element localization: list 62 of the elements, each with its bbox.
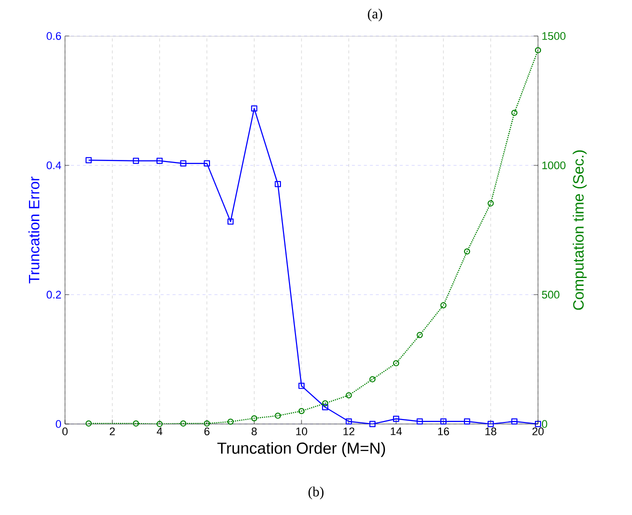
point — [322, 404, 328, 410]
point — [274, 412, 281, 419]
point — [156, 420, 163, 428]
point — [511, 110, 518, 116]
point — [86, 420, 92, 427]
point — [86, 157, 92, 164]
point — [369, 376, 376, 382]
point — [534, 420, 542, 428]
point — [322, 400, 328, 406]
x-tick-label: 4 — [156, 428, 162, 436]
y-tick-label: 0.6 — [46, 32, 61, 40]
x-tick-label: 2 — [110, 428, 115, 436]
point — [464, 418, 470, 425]
point — [416, 418, 423, 425]
x-tick-label: 12 — [344, 428, 354, 436]
x-tick-label: 0 — [62, 428, 68, 436]
point — [132, 420, 140, 427]
x-tick-label: 18 — [485, 428, 496, 436]
x-tick-label: 14 — [390, 428, 402, 436]
point — [204, 160, 210, 166]
point — [488, 200, 494, 206]
point — [251, 105, 258, 112]
y-tick-label: 0.4 — [46, 161, 62, 170]
point — [511, 418, 518, 425]
point — [204, 420, 210, 427]
y2-axis-title: Computation time (Sec.) — [572, 150, 587, 310]
point — [132, 158, 140, 164]
y-tick-label: 0.2 — [46, 290, 61, 299]
point — [393, 360, 400, 366]
text: (b) — [308, 486, 324, 500]
y2-tick-label: 1500 — [542, 32, 566, 40]
point — [369, 420, 376, 428]
point — [464, 248, 470, 255]
point — [346, 392, 352, 398]
point — [227, 218, 234, 225]
y-axis-title: Truncation Error — [28, 176, 40, 284]
point — [346, 418, 352, 425]
point — [251, 415, 258, 422]
x-tick-label: 10 — [296, 428, 308, 436]
x-axis-title: Truncation Order (M=N) — [217, 442, 385, 457]
point — [440, 302, 446, 308]
point — [298, 408, 305, 414]
y2-tick-label: 500 — [542, 290, 560, 299]
point — [298, 382, 305, 389]
point — [488, 420, 494, 428]
x-tick-label: 6 — [204, 428, 210, 436]
text: (a) — [368, 8, 382, 22]
point — [227, 418, 234, 425]
point — [180, 420, 186, 427]
point — [393, 416, 400, 422]
x-tick-label: 8 — [252, 428, 257, 436]
y2-tick-label: 0 — [542, 420, 548, 428]
x-tick-label: 16 — [438, 428, 450, 436]
point — [274, 180, 281, 188]
point — [440, 418, 446, 425]
y2-tick-label: 1000 — [542, 161, 566, 170]
point — [180, 160, 186, 166]
point — [416, 332, 423, 338]
y-tick-label: 0 — [56, 420, 62, 428]
x-tick-label: 20 — [532, 428, 544, 436]
point — [156, 158, 163, 164]
point — [534, 47, 542, 54]
